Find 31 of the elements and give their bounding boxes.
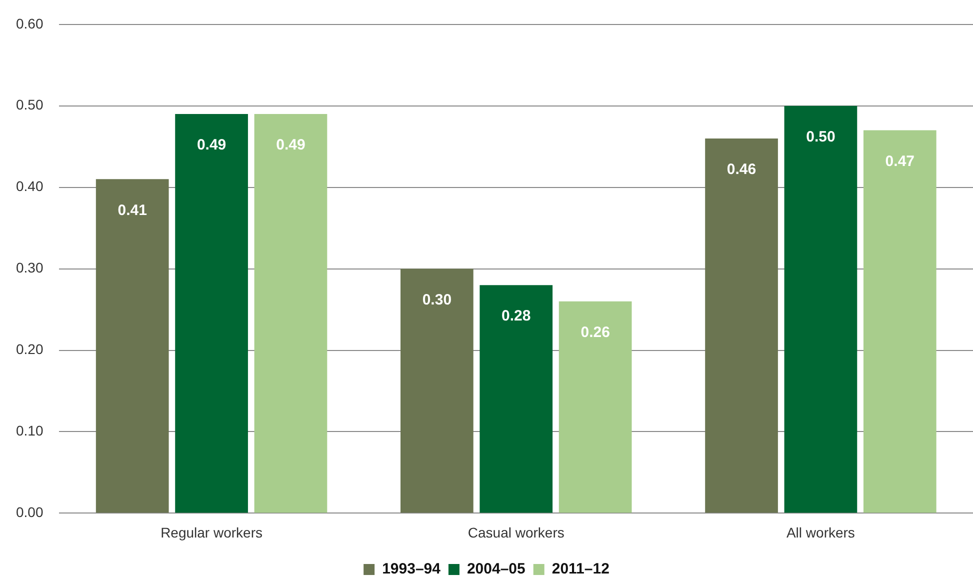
data-label: 0.41 — [118, 202, 147, 219]
bar — [705, 138, 778, 513]
y-tick-label: 0.30 — [16, 260, 44, 276]
bar — [480, 285, 553, 513]
data-label: 0.30 — [422, 291, 452, 308]
bar — [175, 114, 248, 513]
bar — [96, 179, 169, 513]
y-tick-label: 0.00 — [16, 504, 44, 520]
bar — [400, 268, 474, 513]
y-tick-label: 0.50 — [16, 96, 44, 113]
y-tick-label: 0.40 — [16, 178, 44, 194]
legend-label: 1993–94 — [382, 560, 442, 578]
data-label: 0.46 — [726, 161, 756, 178]
data-label: 0.49 — [196, 136, 226, 154]
bar — [558, 301, 632, 513]
data-label: 0.50 — [806, 128, 836, 146]
bar — [784, 106, 858, 513]
y-tick-label: 0.10 — [16, 422, 44, 439]
bar — [254, 114, 328, 513]
data-label: 0.47 — [885, 152, 914, 170]
legend-label: 2004–05 — [466, 560, 526, 578]
data-label: 0.49 — [276, 136, 306, 154]
bar — [863, 130, 936, 513]
x-tick-label: All workers — [786, 524, 855, 540]
data-label: 0.26 — [580, 324, 610, 342]
data-label: 0.28 — [502, 308, 531, 325]
legend-label: 2011–12 — [552, 560, 610, 578]
y-tick-label: 0.20 — [16, 341, 44, 358]
x-tick-label: Regular workers — [160, 524, 263, 540]
x-tick-label: Casual workers — [468, 524, 564, 540]
y-tick-label: 0.60 — [16, 15, 44, 32]
